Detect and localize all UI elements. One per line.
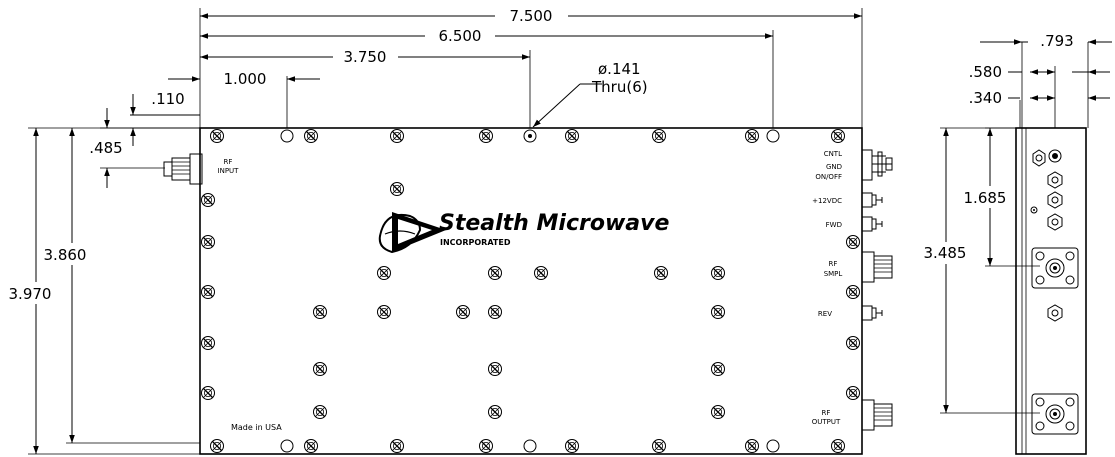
side-connector-icon: [1030, 149, 1063, 231]
left-dimensions: 3.970 3.860: [9, 127, 200, 455]
dim-first-hole: 1.000: [224, 70, 267, 88]
mounting-hole-icon: [766, 439, 780, 453]
dim-center-hole: 3.750: [344, 48, 387, 66]
sma-connector-icon: [861, 149, 893, 321]
cntl-label: CNTL: [824, 150, 842, 158]
hole-spec-thru: Thru(6): [591, 78, 648, 96]
mounting-hole-icon: [280, 129, 294, 143]
top-dimensions: 7.500 6.500 3.750 1.000 .110 .485 ø.141 …: [89, 7, 863, 188]
dim-top-offset: .110: [151, 90, 184, 108]
mounting-hole-icon: [523, 439, 537, 453]
rf-output-label-1: RF: [822, 409, 831, 417]
fwd-label: FWD: [826, 221, 842, 229]
dim-side-depth: .793: [1040, 32, 1073, 50]
dim-rf-input-offset: .485: [89, 139, 122, 157]
mounting-hole-icon: [766, 129, 780, 143]
screw-icon: [200, 128, 861, 454]
dim-hole-span: 6.500: [439, 27, 482, 45]
dim-side-340: .340: [969, 89, 1002, 107]
hole-spec-diameter: ø.141: [598, 60, 641, 78]
n-connector-icon: [1031, 393, 1079, 435]
side-body-outline: [1015, 127, 1087, 455]
dim-side-580: .580: [969, 63, 1002, 81]
front-view: RF INPUT: [163, 127, 893, 455]
enclosure-outline: [199, 127, 863, 455]
dim-inner-height: 3.860: [44, 246, 87, 264]
on-off-label: ON/OFF: [815, 173, 842, 181]
gnd-label: GND: [826, 163, 842, 171]
rf-input-label-2: INPUT: [218, 167, 240, 175]
dim-overall-height: 3.970: [9, 285, 52, 303]
rf-input-label-1: RF: [224, 158, 233, 166]
logo-icon: [378, 212, 446, 254]
sma-connector-icon: [861, 251, 893, 283]
dim-side-1685: 1.685: [964, 189, 1007, 207]
side-connector-icon: [1047, 304, 1063, 322]
dim-overall-width: 7.500: [510, 7, 553, 25]
made-in-label: Made in USA: [231, 423, 282, 432]
brand-sub: INCORPORATED: [440, 238, 511, 247]
rev-label: REV: [818, 310, 832, 318]
rf-smpl-label-1: RF: [829, 260, 838, 268]
dim-side-3485: 3.485: [924, 244, 967, 262]
brand-name: Stealth Microwave: [439, 211, 669, 236]
rf-smpl-label-2: SMPL: [824, 270, 843, 278]
mounting-hole-icon: [280, 439, 294, 453]
rf-output-label-2: OUTPUT: [812, 418, 841, 426]
n-connector-icon: [1031, 247, 1079, 289]
side-view: .793 .580 .340 1.685 3.485: [924, 32, 1112, 455]
sma-connector-icon: [861, 399, 893, 431]
plus12vdc-label: +12VDC: [812, 197, 842, 205]
sma-connector-icon: [163, 153, 203, 185]
